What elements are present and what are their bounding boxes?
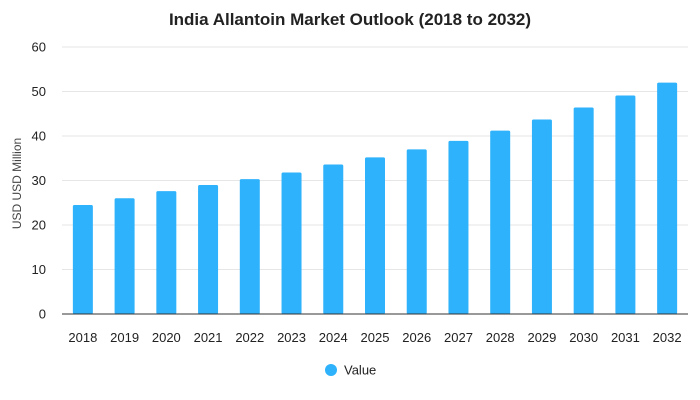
x-tick-label: 2026 — [402, 330, 431, 345]
bar[interactable] — [72, 204, 93, 314]
y-tick-label: 30 — [32, 173, 46, 188]
y-tick-label: 50 — [32, 84, 46, 99]
x-tick-label: 2028 — [486, 330, 515, 345]
x-axis-ticks: 2018 2019 2020 2021 2022 2023 2024 2025 2026 2027… — [68, 330, 681, 345]
y-tick-label: 0 — [39, 307, 46, 322]
x-tick-label: 2024 — [319, 330, 348, 345]
bar[interactable] — [573, 107, 594, 315]
y-tick-label: 10 — [32, 262, 46, 277]
bar[interactable] — [323, 164, 344, 314]
legend[interactable]: Value — [325, 363, 376, 378]
x-tick-label: 2027 — [444, 330, 473, 345]
bar[interactable] — [156, 191, 177, 314]
bar[interactable] — [615, 95, 636, 314]
x-tick-label: 2019 — [110, 330, 139, 345]
bar[interactable] — [114, 198, 135, 314]
y-tick-label: 20 — [32, 218, 46, 233]
x-tick-label: 2030 — [569, 330, 598, 345]
y-axis-title: USD USD Million — [10, 138, 24, 229]
x-tick-label: 2023 — [277, 330, 306, 345]
bar[interactable] — [281, 172, 302, 314]
bar[interactable] — [406, 149, 427, 314]
x-tick-label: 2032 — [653, 330, 682, 345]
x-tick-label: 2031 — [611, 330, 640, 345]
y-axis-ticks: 0 10 20 30 40 50 60 — [32, 40, 46, 322]
legend-marker — [325, 364, 337, 376]
bar[interactable] — [198, 184, 219, 314]
bar[interactable] — [490, 130, 511, 314]
bar[interactable] — [365, 157, 385, 314]
bar[interactable] — [448, 140, 469, 314]
x-tick-label: 2029 — [527, 330, 556, 345]
bar[interactable] — [239, 179, 260, 314]
legend-label: Value — [344, 363, 376, 378]
x-tick-label: 2021 — [194, 330, 223, 345]
bar[interactable] — [657, 82, 678, 314]
x-tick-label: 2025 — [361, 330, 390, 345]
chart-title: India Allantoin Market Outlook (2018 to … — [169, 10, 531, 29]
x-tick-label: 2022 — [235, 330, 264, 345]
y-tick-label: 60 — [32, 40, 46, 55]
y-tick-label: 40 — [32, 129, 46, 144]
bars — [72, 82, 678, 315]
x-tick-label: 2018 — [68, 330, 97, 345]
x-tick-label: 2020 — [152, 330, 181, 345]
bar[interactable] — [531, 119, 552, 314]
